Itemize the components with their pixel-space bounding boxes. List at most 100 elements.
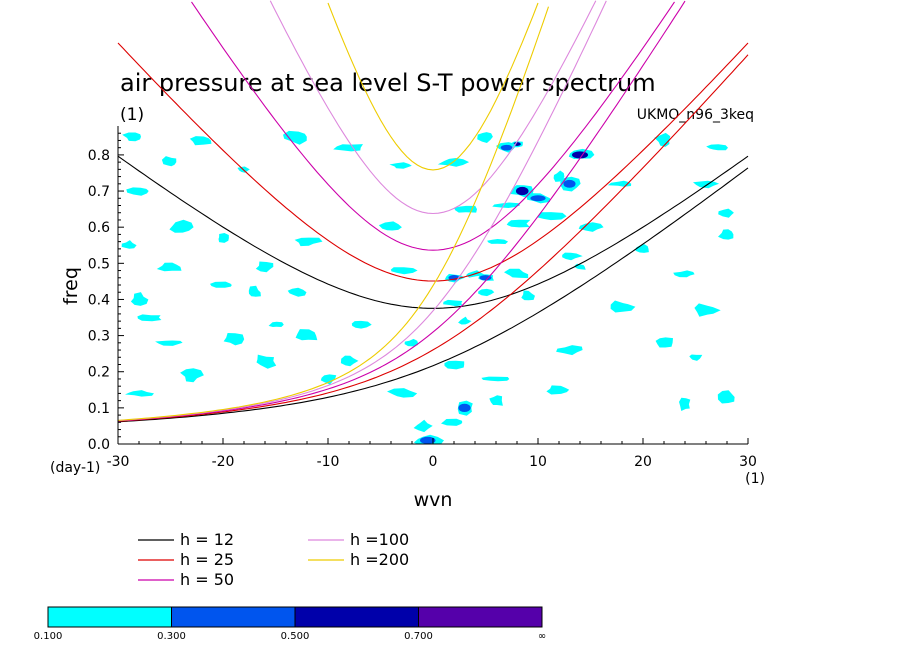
contour-patch: [389, 162, 412, 169]
contour-patch: [489, 395, 503, 406]
contour-patch: [610, 300, 636, 313]
contour-patch-core: [515, 186, 529, 196]
contour-patch: [635, 244, 649, 253]
contour-patch: [679, 397, 691, 411]
contour-patch: [130, 292, 149, 306]
contour-patch: [441, 418, 463, 426]
contour-patch: [718, 229, 734, 240]
contour-patch: [706, 144, 728, 151]
contour-patch-core: [479, 275, 492, 281]
dispersion-curve-h200-upper: [327, 2, 539, 171]
contour-patch: [320, 374, 337, 385]
x-tick-label: 20: [634, 454, 652, 470]
contour-patch: [248, 285, 261, 297]
x-ticks: -30 -20 -10 0 10 20 30: [107, 438, 757, 470]
contour-patch: [413, 419, 433, 433]
contour-patch: [504, 268, 529, 279]
chart-subtitle-left: (1): [120, 105, 144, 125]
contour-patch: [156, 262, 182, 272]
contour-patch: [137, 314, 162, 322]
legend-label: h =100: [350, 530, 409, 549]
contour-patch: [283, 130, 307, 145]
contour-patch: [218, 233, 229, 243]
colorbar-segment: [418, 606, 543, 628]
contour-patch-core: [530, 195, 546, 202]
y-tick-label: 0.2: [88, 365, 110, 381]
contour-patch: [444, 360, 465, 370]
contour-patch: [210, 281, 232, 288]
contour-patch: [556, 345, 583, 356]
contour-patch: [481, 376, 510, 382]
contour-patch: [255, 261, 274, 273]
contour-patch: [121, 240, 137, 249]
contour-patch: [169, 219, 194, 233]
dispersion-curve-h50-lower: [117, 0, 686, 422]
x-tick-label: 0: [429, 454, 438, 470]
contour-patch: [537, 212, 567, 221]
contour-patch: [268, 321, 284, 327]
contour-patch: [387, 388, 418, 398]
contour-patch-core: [458, 403, 471, 413]
contour-patch: [578, 222, 604, 232]
contour-patch: [126, 187, 149, 196]
contour-patch: [404, 338, 418, 347]
contour-fill-layer: [121, 130, 735, 444]
contour-patch: [155, 340, 183, 346]
x-tick-label: -20: [212, 454, 235, 470]
colorbar-label: 0.300: [157, 631, 186, 642]
contour-patch: [506, 219, 531, 228]
y-unit-label: (day-1): [50, 460, 100, 476]
y-tick-label: 0.7: [88, 184, 110, 200]
dispersion-curve-h100-upper: [269, 0, 597, 215]
chart-title: air pressure at sea level S-T power spec…: [120, 69, 656, 97]
contour-patch-core: [420, 436, 436, 444]
contour-patch: [689, 354, 703, 361]
contour-patch: [294, 237, 323, 247]
legend-label: h = 50: [180, 570, 234, 589]
contour-patch: [443, 299, 463, 307]
contour-patch: [693, 180, 720, 189]
chart-subtitle-right: UKMO_n96_3keq: [637, 107, 754, 123]
contour-patch: [694, 303, 721, 317]
colorbar-segment: [171, 606, 296, 628]
contour-patch: [562, 252, 583, 261]
color-bar: 0.100 0.300 0.500 0.700 ∞: [34, 606, 546, 642]
contour-patch: [655, 337, 673, 348]
y-tick-label: 0.1: [88, 401, 110, 417]
contour-patch: [718, 208, 734, 218]
colorbar-segment: [294, 606, 419, 628]
dispersion-curve-h25-lower: [117, 54, 749, 422]
contour-patch: [378, 221, 402, 231]
contour-patch: [478, 288, 495, 297]
x-tick-label: 30: [739, 454, 757, 470]
dispersion-curve-h12-upper: [117, 155, 749, 309]
contour-patch: [333, 144, 363, 152]
y-ticks: 0.0 0.1 0.2 0.3 0.4 0.5 0.6 0.7 0.8: [88, 132, 124, 453]
contour-patch: [390, 267, 418, 275]
contour-patch: [477, 132, 493, 143]
contour-patch: [717, 390, 735, 404]
legend-label: h =200: [350, 550, 409, 569]
contour-patch-core: [500, 144, 513, 151]
colorbar-segment: [47, 606, 172, 628]
dispersion-curve-h200-lower: [117, 6, 550, 421]
contour-patch: [351, 320, 372, 329]
colorbar-label: ∞: [538, 631, 546, 642]
contour-patch: [492, 202, 520, 208]
contour-patch: [295, 329, 318, 341]
x-tick-label: 10: [529, 454, 547, 470]
contour-patch: [673, 270, 695, 278]
x-axis-label: wvn: [414, 489, 453, 511]
contour-patch: [521, 290, 535, 301]
contour-patch: [487, 239, 509, 244]
legend-label: h = 12: [180, 530, 234, 549]
x-tick-label: -10: [317, 454, 340, 470]
dispersion-curve-h25-upper: [117, 42, 749, 282]
y-tick-label: 0.5: [88, 256, 110, 272]
x-unit-label: (1): [745, 471, 765, 487]
legend-label: h = 25: [180, 550, 234, 569]
contour-patch: [122, 132, 141, 142]
dispersion-curve-layer: [117, 0, 749, 423]
